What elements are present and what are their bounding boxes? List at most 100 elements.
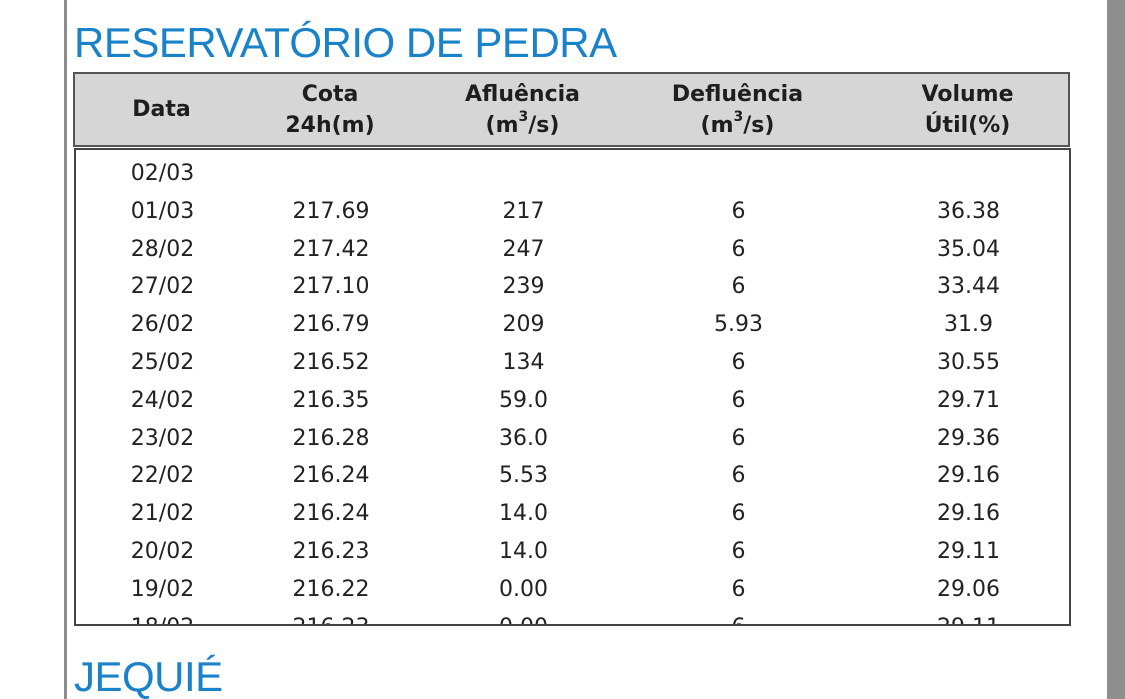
table-cell: 26/02 [130, 312, 195, 338]
header-cota: Cota 24h(m) [255, 74, 405, 145]
header-label: Volume [921, 81, 1014, 107]
table-cell: 36.0 [499, 425, 548, 451]
table-row: 27/02 217.10 239 6 33.44 [76, 268, 1069, 306]
table-cell: 6 [731, 538, 746, 564]
table-cell: 59.0 [499, 387, 548, 413]
scrollbar-track[interactable] [1107, 0, 1125, 699]
header-afluencia: Afluência (m3/s) [450, 74, 595, 145]
table-cell: 29.11 [937, 538, 1000, 564]
header-volume: Volume Útil(%) [885, 74, 1050, 145]
header-data: Data [89, 74, 234, 145]
table-row: 26/02 216.79 209 5.93 31.9 [76, 306, 1069, 344]
table-cell: 29.16 [937, 501, 1000, 527]
header-label: Cota [301, 81, 359, 107]
table-cell: 6 [731, 425, 746, 451]
table-row: 28/02 217.42 247 6 35.04 [76, 231, 1069, 269]
header-unit: (m3/s) [485, 109, 560, 138]
table-cell: 6 [731, 236, 746, 262]
table-rows: 02/03 01/03 217.69 217 6 36.38 28/02 217.42 247 6… [76, 155, 1069, 624]
table-cell: 29.71 [937, 387, 1000, 413]
table-cell: 5.53 [499, 463, 548, 489]
table-cell [886, 155, 1051, 193]
table-row: 18/02 216.23 0.00 6 29.11 [76, 609, 1069, 624]
table-cell: 5.93 [714, 312, 763, 338]
table-cell: 27/02 [130, 274, 195, 300]
table-cell: 247 [502, 236, 545, 262]
table-cell: 216.24 [292, 463, 370, 489]
table-cell: 28/02 [130, 236, 195, 262]
table-cell [256, 155, 406, 193]
header-label: Data [132, 97, 191, 122]
table-cell: 14.0 [499, 501, 548, 527]
table-body-scroll[interactable]: 02/03 01/03 217.69 217 6 36.38 28/02 217.42 247 6… [74, 148, 1071, 626]
table-cell: 134 [502, 349, 545, 375]
table-cell: 217.10 [292, 274, 370, 300]
table-cell: 21/02 [130, 501, 195, 527]
table-cell: 22/02 [130, 463, 195, 489]
table-row: 25/02 216.52 134 6 30.55 [76, 344, 1069, 382]
table-cell: 217.69 [292, 198, 370, 224]
table-cell: 216.52 [292, 349, 370, 375]
table-cell: 23/02 [130, 425, 195, 451]
table-row: 02/03 [76, 155, 1069, 193]
table-cell: 01/03 [130, 198, 195, 224]
table-cell: 36.38 [937, 198, 1000, 224]
table-cell: 18/02 [90, 609, 235, 624]
table-cell: 29.06 [937, 576, 1000, 602]
table-cell: 6 [731, 198, 746, 224]
table-cell: 33.44 [937, 274, 1000, 300]
table-cell: 216.79 [292, 312, 370, 338]
table-cell: 216.28 [292, 425, 370, 451]
table-cell: 217.42 [292, 236, 370, 262]
header-label: Defluência [671, 81, 804, 107]
table-cell: 6 [731, 349, 746, 375]
table-row: 19/02 216.22 0.00 6 29.06 [76, 571, 1069, 609]
section-title: RESERVATÓRIO DE PEDRA [74, 19, 617, 66]
table-row: 23/02 216.28 36.0 6 29.36 [76, 420, 1069, 458]
left-border [64, 0, 67, 699]
table-cell: 14.0 [499, 538, 548, 564]
table-cell: 217 [502, 198, 545, 224]
header-unit: Útil(%) [924, 112, 1011, 138]
table-row: 20/02 216.23 14.0 6 29.11 [76, 533, 1069, 571]
table-cell: 0.00 [499, 576, 548, 602]
header-defluencia: Defluência (m3/s) [665, 74, 810, 145]
table-cell [451, 155, 596, 193]
table-cell: 29.16 [937, 463, 1000, 489]
table-cell: 31.9 [944, 312, 993, 338]
table-row: 22/02 216.24 5.53 6 29.16 [76, 457, 1069, 495]
table-cell: 216.23 [292, 538, 370, 564]
table-cell: 6 [731, 501, 746, 527]
header-label: Afluência [464, 81, 580, 107]
header-unit: 24h(m) [285, 112, 375, 138]
table-cell: 29.11 [886, 609, 1051, 624]
header-unit: (m3/s) [700, 109, 775, 138]
table-row: 01/03 217.69 217 6 36.38 [76, 193, 1069, 231]
table-header: Data Cota 24h(m) Afluência (m3/s) Defluê… [73, 72, 1070, 147]
table-cell: 6 [731, 463, 746, 489]
table-cell: 239 [502, 274, 545, 300]
table-cell: 24/02 [130, 387, 195, 413]
table-cell: 02/03 [130, 161, 195, 186]
section-title: JEQUIÉ [74, 653, 223, 699]
table-cell: 216.24 [292, 501, 370, 527]
table-cell: 216.23 [256, 609, 406, 624]
table-cell: 6 [731, 387, 746, 413]
table-row: 24/02 216.35 59.0 6 29.71 [76, 382, 1069, 420]
table-cell: 30.55 [937, 349, 1000, 375]
table-cell: 216.35 [292, 387, 370, 413]
table-row: 21/02 216.24 14.0 6 29.16 [76, 495, 1069, 533]
table-cell: 25/02 [130, 349, 195, 375]
table-cell: 6 [731, 576, 746, 602]
table-cell: 20/02 [130, 538, 195, 564]
table-cell: 19/02 [130, 576, 195, 602]
table-cell: 216.22 [292, 576, 370, 602]
table-cell: 35.04 [937, 236, 1000, 262]
table-cell: 6 [731, 274, 746, 300]
table-cell: 6 [666, 609, 811, 624]
table-cell [666, 155, 811, 193]
table-cell: 29.36 [937, 425, 1000, 451]
table-cell: 0.00 [451, 609, 596, 624]
table-cell: 209 [502, 312, 545, 338]
